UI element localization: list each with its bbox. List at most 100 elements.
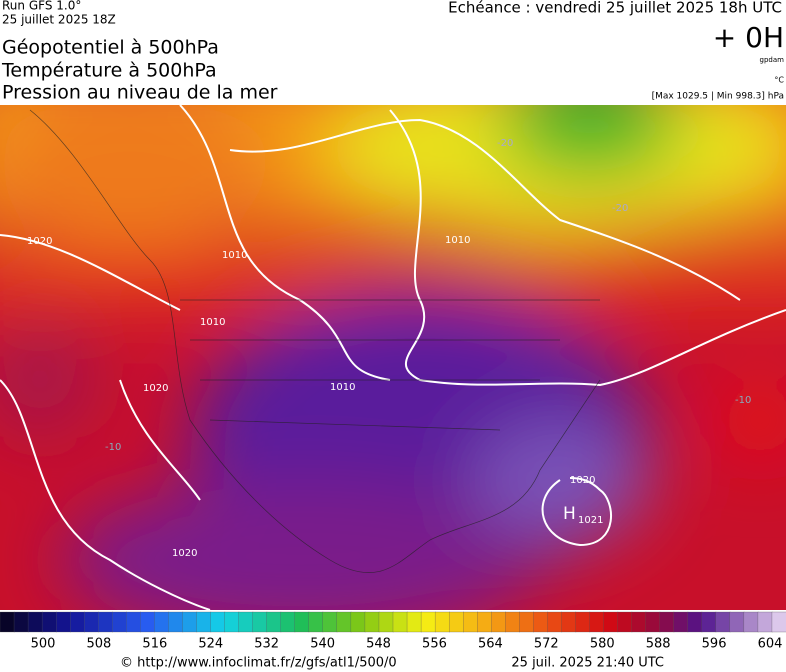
colorbar-swatch: [392, 611, 408, 633]
map-labels: 1020 1010 1010 1010 1010 1020 1020 1020 …: [27, 138, 751, 559]
pressure-range: [Max 1029.5 | Min 998.3] hPa: [652, 92, 784, 102]
colorbar-swatch: [434, 611, 450, 633]
colorbar-label: 548: [366, 637, 391, 652]
colorbar-swatch: [659, 611, 675, 633]
isotherm-label: -20: [497, 138, 513, 149]
colorbar-swatch: [112, 611, 127, 633]
title: Géopotentiel à 500hPa: [2, 37, 219, 59]
colorbar-label: 564: [478, 637, 503, 652]
echeance: Echéance : vendredi 25 juillet 2025 18h …: [448, 0, 782, 17]
colorbar-swatch: [729, 611, 745, 633]
colorbar-swatch: [715, 611, 731, 633]
colorbar-swatch: [280, 611, 296, 633]
isobar-label: 1010: [330, 382, 355, 393]
isobar-label: 1010: [200, 317, 225, 328]
isotherm-label: -20: [612, 203, 628, 214]
colorbar-swatch: [41, 611, 57, 633]
colorbar-swatch: [84, 611, 99, 633]
colorbar-swatch: [336, 611, 352, 633]
colorbar-swatch: [294, 611, 310, 633]
isobar-label: 1020: [143, 383, 168, 394]
run-date: 25 juillet 2025 18Z: [2, 13, 116, 27]
colorbar-swatch: [448, 611, 464, 633]
footer-date: 25 juil. 2025 21:40 UTC: [511, 656, 664, 671]
colorbar-label: 596: [702, 637, 727, 652]
colorbar-label: 540: [310, 637, 335, 652]
colorbar-swatch: [743, 611, 759, 633]
isotherm-label: -10: [105, 442, 121, 453]
colorbar-label: 500: [31, 637, 56, 652]
colorbar-swatch: [603, 611, 619, 633]
colorbar-label: 556: [422, 637, 447, 652]
lead-time: + 0H: [713, 21, 784, 54]
colorbar-swatch: [238, 611, 254, 633]
colorbar-swatch: [0, 611, 15, 633]
colorbar-swatch: [617, 611, 633, 633]
colorbar-swatch: [140, 611, 156, 633]
colorbar-label: 532: [254, 637, 279, 652]
colorbar-swatch: [477, 611, 492, 633]
colorbar-swatch: [575, 611, 591, 633]
colorbar-swatch: [673, 611, 689, 633]
colorbar-label: 580: [590, 637, 615, 652]
colorbar-swatch: [406, 611, 422, 633]
colorbar-swatch: [55, 611, 71, 633]
colorbar-swatch: [126, 611, 142, 633]
colorbar-swatch: [13, 611, 29, 633]
colorbar-swatch: [224, 611, 240, 633]
colorbar-swatch: [252, 611, 268, 633]
colorbar-label: 572: [534, 637, 559, 652]
isobar-label: 1020: [172, 548, 197, 559]
colorbar-label: 604: [758, 637, 783, 652]
colorbar-swatch: [561, 611, 577, 633]
colorbar-swatch: [547, 611, 563, 633]
colorbar-swatch: [589, 611, 605, 633]
colorbar-label: 588: [646, 637, 671, 652]
source: © http://www.infoclimat.fr/z/gfs/atl1/50…: [120, 656, 397, 671]
colorbar-swatch: [757, 611, 773, 633]
colorbar-swatch: [182, 611, 198, 633]
colorbar-swatch: [420, 611, 436, 633]
colorbar-swatch: [631, 611, 647, 633]
colorbar-swatch: [505, 611, 520, 633]
unit: gpdam: [760, 56, 785, 64]
colorbar: 500 508 516 524 532 540 548 556 564 572 580 588 596 6…: [0, 611, 786, 652]
colorbar-swatch: [687, 611, 703, 633]
colorbar-swatch: [491, 611, 506, 633]
title: Température à 500hPa: [1, 60, 217, 82]
colorbar-swatch: [70, 611, 85, 633]
colorbar-swatch: [98, 611, 113, 633]
isobar-label: 1020: [570, 475, 595, 486]
isobar-label: 1010: [445, 235, 470, 246]
colorbar-swatch: [27, 611, 43, 633]
colorbar-swatch: [350, 611, 366, 633]
colorbar-swatch: [364, 611, 380, 633]
coastlines: [29, 109, 601, 573]
map-field: 1020 1010 1010 1010 1010 1020 1020 1020 …: [0, 105, 786, 610]
unit: °C: [774, 76, 784, 85]
colorbar-swatch: [308, 611, 324, 633]
colorbar-swatch: [378, 611, 394, 633]
colorbar-swatch: [463, 611, 478, 633]
colorbar-swatch: [196, 611, 212, 633]
colorbar-swatch: [266, 611, 282, 633]
high-marker: H: [563, 504, 576, 524]
isobar-label: 1010: [222, 250, 247, 261]
colorbar-swatch: [701, 611, 717, 633]
colorbar-label: 508: [87, 637, 112, 652]
colorbar-swatch: [210, 611, 226, 633]
colorbar-label: 524: [198, 637, 223, 652]
colorbar-swatch: [322, 611, 338, 633]
isotherm-label: -10: [735, 395, 751, 406]
colorbar-swatch: [771, 611, 786, 633]
colorbar-swatch: [645, 611, 661, 633]
isobar-label: 1020: [27, 236, 52, 247]
colorbar-swatch: [533, 611, 549, 633]
colorbar-label: 516: [142, 637, 167, 652]
colorbar-swatch: [519, 611, 535, 633]
run: Run GFS 1.0°: [2, 0, 81, 13]
colorbar-swatch: [168, 611, 184, 633]
title: Pression au niveau de la mer: [2, 82, 278, 104]
